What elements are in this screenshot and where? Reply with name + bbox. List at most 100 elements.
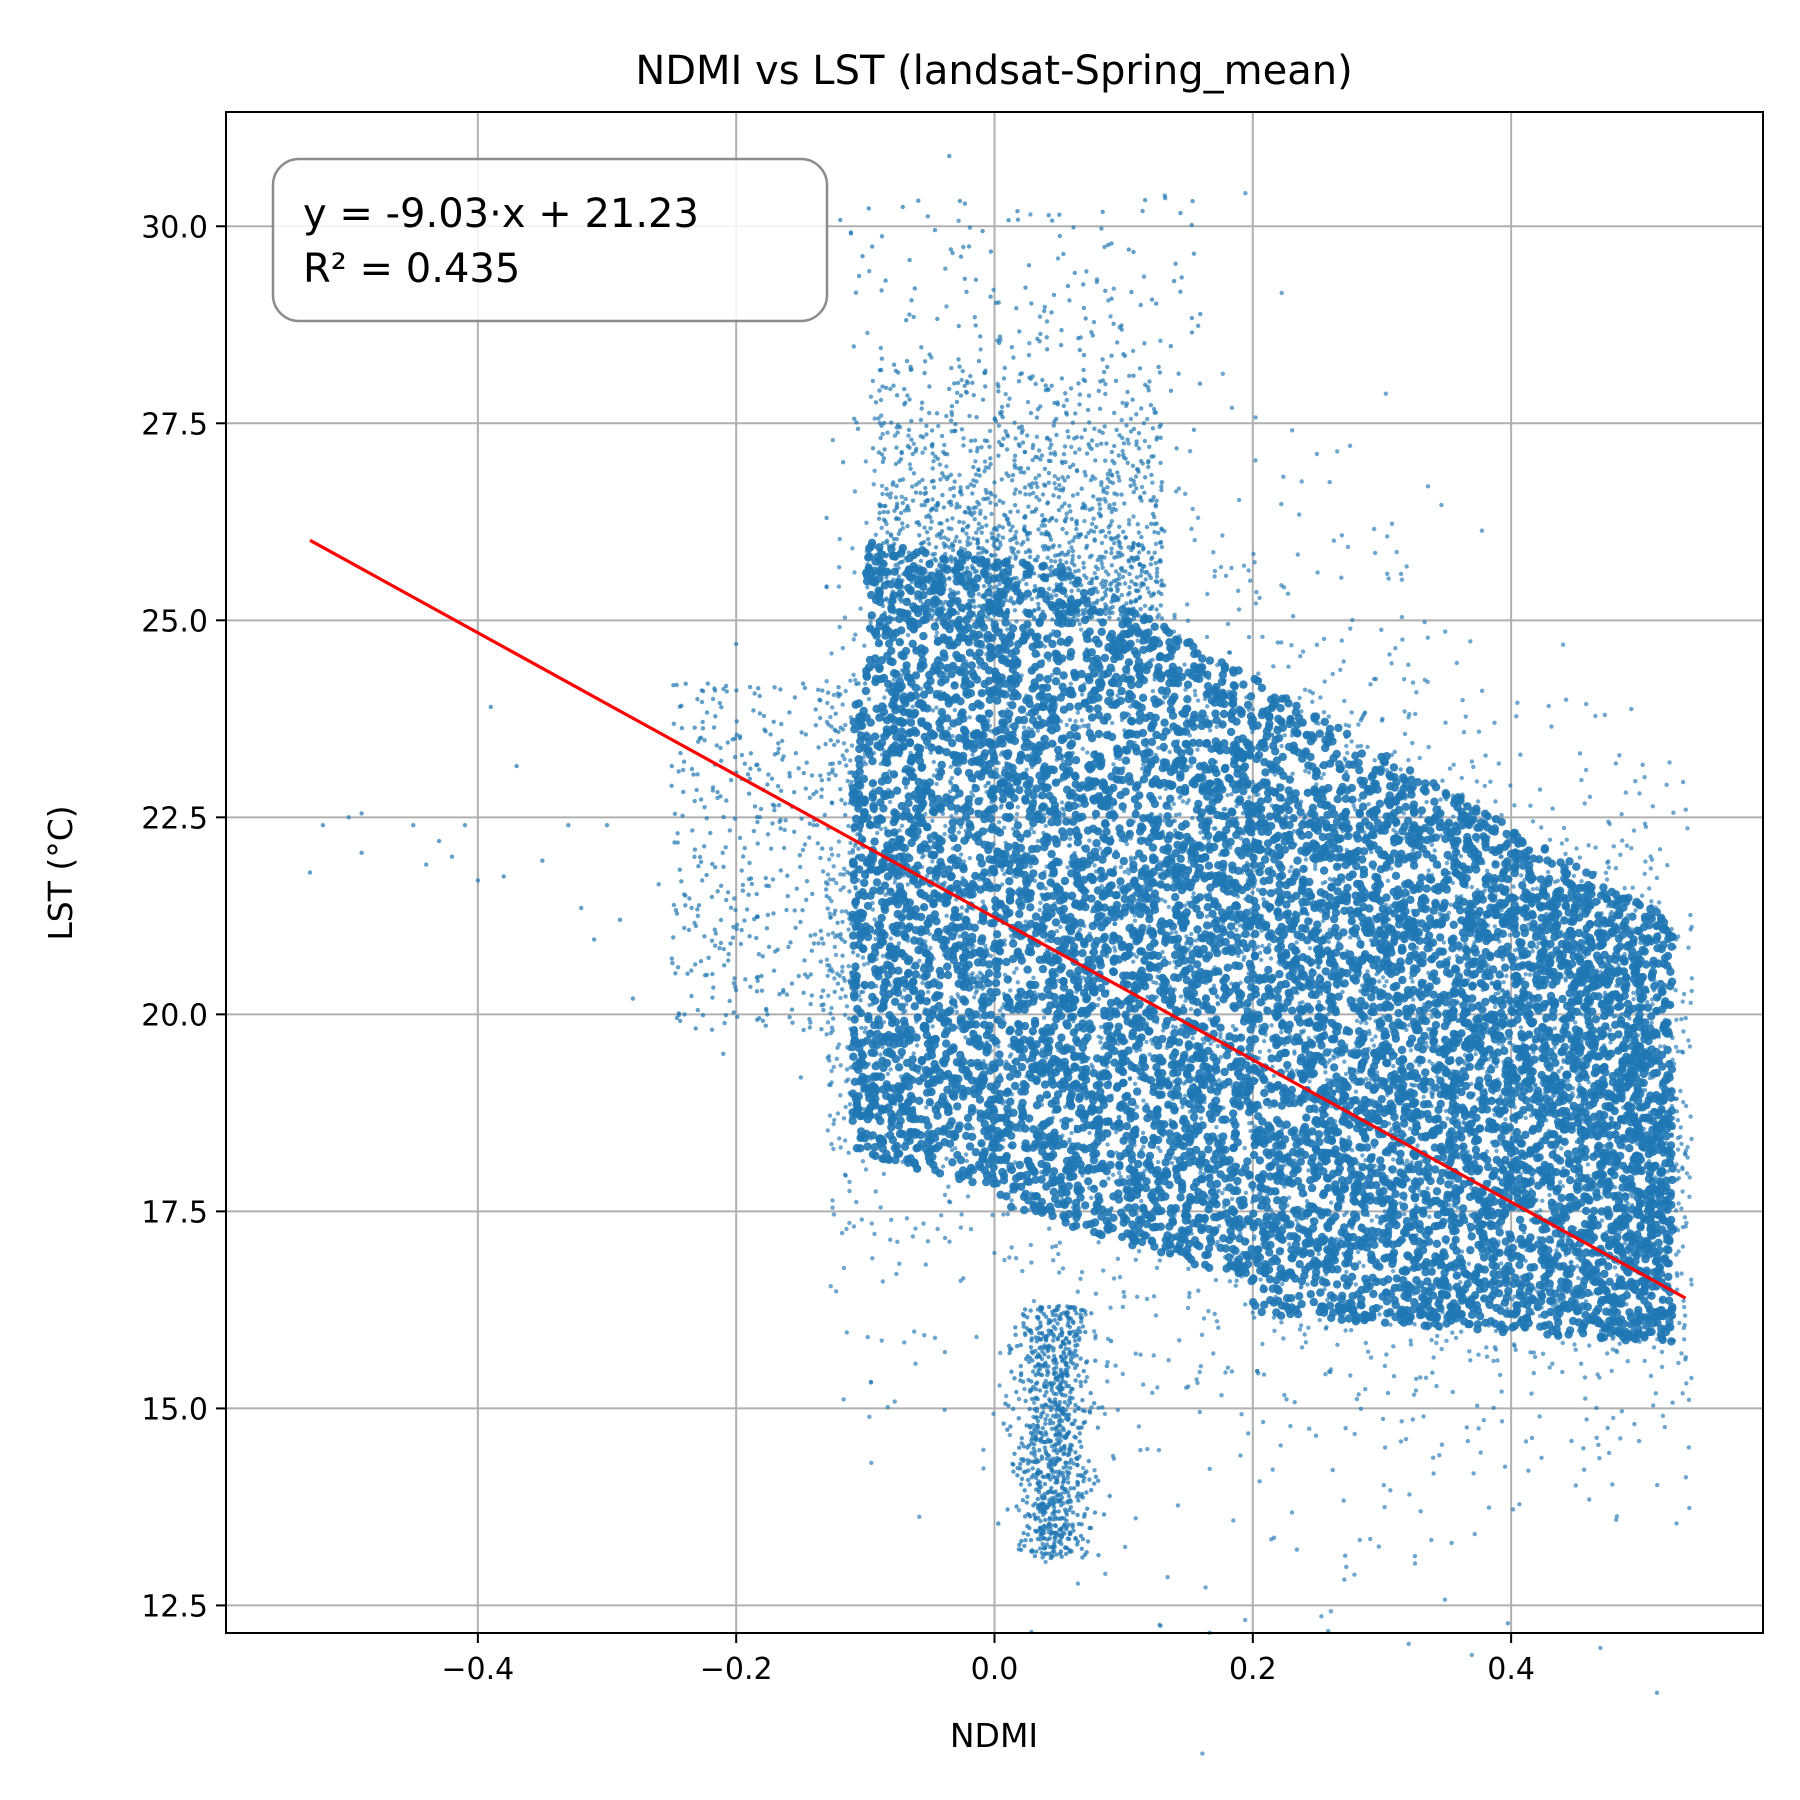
scatter-point	[475, 878, 481, 883]
scatter-point	[1053, 936, 1062, 946]
scatter-point	[884, 639, 894, 648]
scatter-point	[924, 1121, 933, 1131]
scatter-point	[1220, 1067, 1229, 1077]
scatter-point	[346, 815, 351, 820]
scatter-point	[1158, 1034, 1167, 1044]
scatter-point	[1122, 1122, 1132, 1131]
scatter-point	[1195, 910, 1205, 920]
scatter-point	[872, 631, 881, 640]
scatter-point	[1483, 1073, 1493, 1083]
scatter-point	[1154, 1041, 1163, 1050]
scatter-point	[1625, 1144, 1634, 1153]
scatter-point	[566, 823, 571, 828]
scatter-point	[945, 625, 954, 634]
scatter-point	[1198, 654, 1207, 663]
scatter-point	[992, 930, 1002, 939]
scatter-point	[424, 862, 429, 867]
scatter-point	[1337, 1295, 1346, 1304]
scatter-point	[1327, 883, 1336, 892]
scatter-point	[1221, 1244, 1231, 1253]
scatter-point	[1122, 1091, 1132, 1101]
scatter-point	[1280, 837, 1290, 846]
scatter-point	[1081, 1201, 1090, 1210]
scatter-point	[1038, 964, 1048, 974]
scatter-point	[1477, 1244, 1487, 1254]
scatter-point	[943, 970, 953, 980]
scatter-point	[852, 1144, 862, 1153]
scatter-point	[1410, 1298, 1419, 1307]
scatter-point	[1315, 729, 1325, 738]
scatter-point	[1647, 1012, 1656, 1021]
scatter-point	[1054, 745, 1063, 755]
scatter-point	[897, 727, 906, 736]
scatter-point	[1571, 1025, 1581, 1034]
scatter-point	[449, 854, 455, 859]
scatter-point	[1147, 737, 1157, 747]
scatter-point	[1382, 954, 1391, 964]
scatter-point	[1130, 795, 1140, 804]
scatter-point	[695, 696, 700, 702]
scatter-point	[1066, 648, 1076, 657]
scatter-point	[1376, 1003, 1385, 1012]
scatter-point	[1027, 980, 1036, 990]
scatter-point	[907, 838, 916, 848]
scatter-point	[1288, 1006, 1297, 1015]
scatter-point	[1566, 1176, 1575, 1185]
scatter-point	[579, 905, 584, 911]
scatter-point	[908, 639, 917, 648]
scatter-point	[1229, 1109, 1238, 1118]
scatter-point	[1183, 695, 1192, 704]
scatter-point	[1035, 673, 1044, 682]
scatter-point	[1377, 1095, 1386, 1104]
scatter-point	[682, 1012, 687, 1017]
scatter-point	[1265, 1162, 1274, 1172]
scatter-point	[1276, 1311, 1286, 1320]
scatter-point	[1036, 881, 1045, 891]
scatter-point	[1583, 1302, 1593, 1312]
scatter-point	[967, 661, 976, 670]
scatter-point	[1229, 1002, 1238, 1011]
scatter-point	[975, 648, 984, 657]
scatter-point	[359, 811, 364, 816]
scatter-point	[514, 763, 519, 769]
scatter-point	[1639, 1143, 1649, 1152]
scatter-point	[1380, 1178, 1390, 1187]
scatter-point	[1183, 704, 1192, 713]
scatter-point	[1219, 1080, 1229, 1089]
scatter-point	[1163, 835, 1173, 844]
scatter-point	[1105, 633, 1115, 642]
scatter-point	[1254, 1112, 1263, 1121]
scatter-point	[1386, 1308, 1395, 1317]
scatter-point	[1394, 1008, 1403, 1018]
scatter-point	[1451, 1030, 1460, 1039]
scatter-point	[1263, 788, 1273, 797]
scatter-point	[861, 686, 871, 696]
scatter-point	[1370, 1240, 1379, 1250]
scatter-point	[1458, 1204, 1468, 1213]
scatter-point	[879, 673, 889, 683]
scatter-point	[1534, 1181, 1543, 1190]
scatter-point	[1283, 1060, 1292, 1070]
scatter-point	[1449, 920, 1458, 929]
scatter-point	[1406, 1062, 1415, 1071]
scatter-point	[1175, 785, 1185, 795]
scatter-point	[1048, 639, 1057, 649]
scatter-point	[946, 872, 956, 882]
scatter-point	[935, 1169, 945, 1178]
scatter-point	[630, 996, 636, 1001]
scatter-point	[1056, 693, 1066, 702]
scatter-point	[1515, 1215, 1525, 1225]
scatter-point	[540, 858, 545, 863]
scatter-point	[1160, 718, 1169, 727]
scatter-point	[1283, 909, 1293, 918]
scatter-point	[1405, 766, 1415, 775]
scatter-point	[746, 791, 752, 796]
scatter-point	[1389, 763, 1399, 772]
scatter-point	[824, 515, 829, 521]
scatter-point	[1139, 1135, 1149, 1145]
scatter-point	[975, 853, 985, 862]
scatter-point	[1190, 649, 1199, 659]
scatter-point	[870, 837, 879, 846]
scatter-point	[320, 823, 326, 828]
scatter-point	[501, 874, 506, 879]
